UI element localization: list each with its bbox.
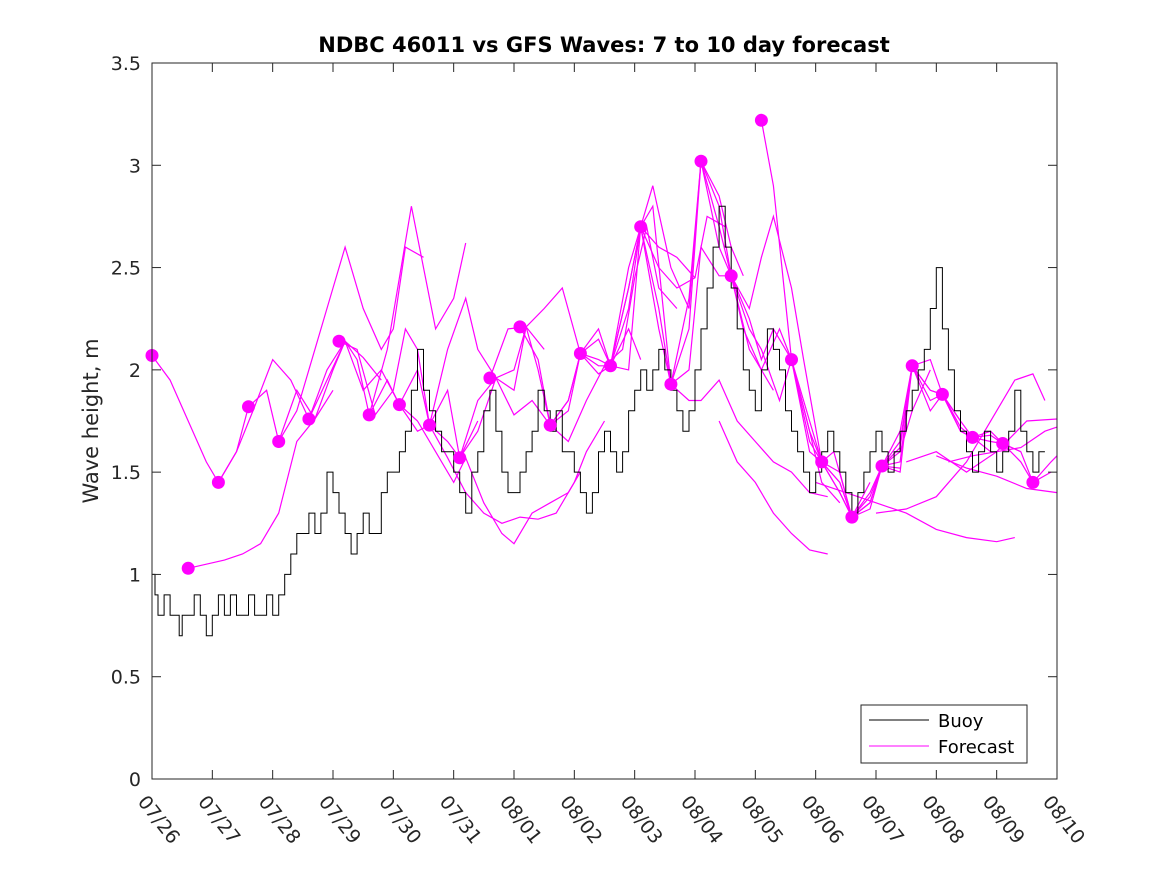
forecast-markers xyxy=(145,113,1040,575)
y-tick-label: 1 xyxy=(129,564,141,586)
forecast-line xyxy=(489,225,696,427)
buoy-series xyxy=(152,205,1045,637)
legend: Buoy Forecast xyxy=(860,704,1028,764)
forecast-marker xyxy=(875,459,889,473)
forecast-marker xyxy=(754,113,768,127)
y-tick-label: 2.5 xyxy=(111,258,141,280)
forecast-line xyxy=(718,420,828,555)
forecast-marker xyxy=(362,408,376,422)
y-axis: 0 0.5 1 1.5 2 2.5 3 3.5 xyxy=(111,53,1057,791)
forecast-marker xyxy=(543,418,557,432)
forecast-marker xyxy=(242,400,255,414)
forecast-marker xyxy=(483,371,497,385)
forecast-marker xyxy=(272,435,286,448)
buoy-line xyxy=(152,205,1045,637)
forecast-marker xyxy=(905,359,919,373)
forecast-marker xyxy=(513,320,527,334)
legend-box xyxy=(860,704,1028,764)
legend-buoy-label: Buoy xyxy=(938,711,984,732)
y-axis-label: Wave height, m xyxy=(79,338,103,503)
plot-frame xyxy=(151,62,1058,780)
forecast-line xyxy=(338,296,545,426)
forecast-marker xyxy=(332,334,346,348)
forecast-marker xyxy=(935,387,949,401)
forecast-line xyxy=(610,226,828,498)
forecast-line xyxy=(875,373,1046,514)
forecast-marker xyxy=(664,377,678,391)
forecast-marker xyxy=(302,412,316,426)
forecast-marker xyxy=(634,220,648,234)
forecast-line xyxy=(936,455,1058,494)
forecast-marker xyxy=(996,437,1010,450)
plot-area xyxy=(145,63,1058,779)
y-tick-label: 2 xyxy=(129,360,141,382)
forecast-line xyxy=(815,481,1015,543)
forecast-line xyxy=(188,389,334,569)
forecast-marker xyxy=(966,430,979,444)
forecast-marker xyxy=(724,269,738,283)
forecast-marker xyxy=(211,475,225,489)
y-tick-label: 0.5 xyxy=(111,667,141,689)
forecast-line xyxy=(730,214,931,519)
forecast-marker xyxy=(181,561,195,575)
chart-title: NDBC 46011 vs GFS Waves: 7 to 10 day for… xyxy=(318,33,889,57)
legend-forecast-label: Forecast xyxy=(938,737,1014,758)
forecast-marker xyxy=(453,451,467,465)
forecast-marker xyxy=(845,510,859,524)
y-tick-label: 3 xyxy=(129,155,141,177)
forecast-line xyxy=(248,244,424,444)
y-tick-label: 3.5 xyxy=(111,53,141,75)
forecast-marker xyxy=(694,154,708,168)
forecast-line xyxy=(580,226,774,391)
forecast-marker xyxy=(604,359,617,373)
y-tick-label: 0 xyxy=(129,769,141,791)
forecast-marker xyxy=(573,347,587,360)
forecast-marker xyxy=(392,398,406,412)
forecast-marker xyxy=(1026,475,1040,489)
forecast-marker xyxy=(785,353,798,367)
forecast-marker xyxy=(423,418,436,432)
y-tick-label: 1.5 xyxy=(111,462,141,484)
forecast-marker xyxy=(815,455,829,469)
forecast-line xyxy=(906,418,1058,473)
